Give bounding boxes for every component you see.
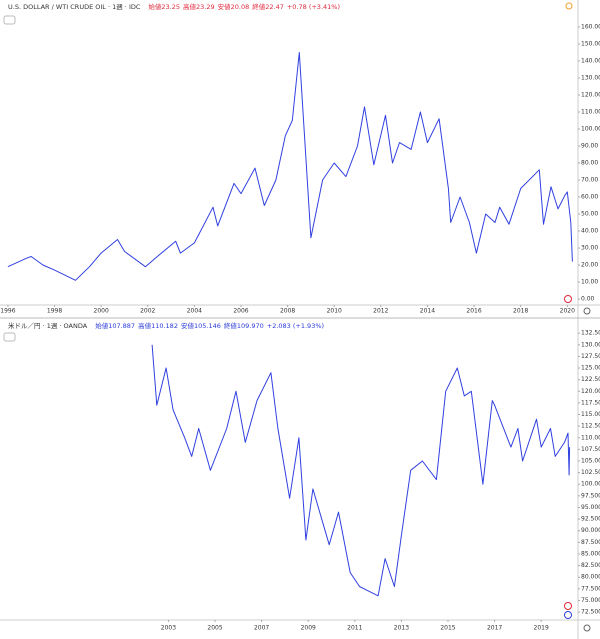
- y-tick-label: 117.500: [581, 399, 600, 406]
- change-value: +2.083 (+1.93%): [267, 322, 324, 330]
- x-tick-label: 2000: [94, 308, 109, 315]
- y-tick-label: 132.500: [581, 330, 600, 337]
- change-value: +0.78 (+3.41%): [287, 3, 340, 11]
- y-tick-label: 75.000: [581, 597, 600, 604]
- ohlc-value: 高値23.29: [183, 2, 215, 11]
- y-tick-label: 120.000: [581, 388, 600, 395]
- x-tick-label: 2012: [373, 308, 388, 315]
- y-tick-label: 102.500: [581, 469, 600, 476]
- x-tick-label: 2014: [420, 308, 435, 315]
- y-tick-label: 40.00: [581, 228, 598, 235]
- event-icon[interactable]: [564, 295, 572, 303]
- settings-icon[interactable]: [583, 307, 591, 315]
- x-tick-label: 2004: [187, 308, 202, 315]
- x-tick-label: 2015: [440, 625, 455, 632]
- y-tick-label: 92.500: [581, 516, 600, 523]
- x-tick-label: 2013: [394, 625, 409, 632]
- ohlc-value: 始値107.887: [95, 321, 135, 330]
- collapse-button[interactable]: [3, 15, 16, 25]
- y-tick-label: 160.00: [581, 24, 600, 31]
- x-tick-label: 2002: [140, 308, 155, 315]
- y-tick-label: 80.000: [581, 574, 600, 581]
- y-tick-label: 107.500: [581, 446, 600, 453]
- settings-icon[interactable]: [583, 624, 591, 632]
- y-tick-label: 90.00: [581, 143, 598, 150]
- ohlc-value: 始値23.25: [148, 2, 180, 11]
- ohlc-value: 高値110.182: [138, 321, 178, 330]
- y-tick-label: 72.500: [581, 609, 600, 616]
- ohlc-value: 安値105.146: [181, 321, 221, 330]
- event-icon[interactable]: [564, 611, 572, 619]
- y-tick-label: 150.00: [581, 41, 600, 48]
- y-tick-label: 130.00: [581, 75, 600, 82]
- x-tick-label: 2005: [207, 625, 222, 632]
- y-tick-label: 100.00: [581, 126, 600, 133]
- y-tick-label: 60.00: [581, 194, 598, 201]
- y-tick-label: 125.000: [581, 365, 600, 372]
- y-tick-label: 87.500: [581, 539, 600, 546]
- x-tick-label: 2011: [347, 625, 362, 632]
- x-tick-label: 2018: [513, 308, 528, 315]
- y-tick-label: 20.00: [581, 262, 598, 269]
- y-tick-label: 97.500: [581, 492, 600, 499]
- y-tick-label: 100.000: [581, 481, 600, 488]
- chart-title: U.S. DOLLAR / WTI CRUDE OIL · 1週 · IDC: [8, 2, 141, 11]
- event-icon[interactable]: [564, 602, 572, 610]
- y-tick-label: 110.00: [581, 109, 600, 116]
- x-tick-label: 2019: [534, 625, 549, 632]
- y-tick-label: 90.000: [581, 527, 600, 534]
- y-tick-label: 10.00: [581, 279, 598, 286]
- x-tick-label: 2006: [233, 308, 248, 315]
- collapse-button[interactable]: [3, 332, 16, 342]
- y-tick-label: 82.500: [581, 562, 600, 569]
- y-tick-label: 122.500: [581, 376, 600, 383]
- ohlc-value: 終値22.47: [252, 2, 284, 11]
- y-tick-label: 115.000: [581, 411, 600, 418]
- x-tick-label: 2003: [161, 625, 176, 632]
- x-tick-label: 2007: [254, 625, 269, 632]
- x-tick-label: 2017: [487, 625, 502, 632]
- chart-title: 米ドル／円 · 1週 · OANDA: [8, 321, 88, 330]
- y-tick-label: 110.000: [581, 434, 600, 441]
- x-tick-label: 2009: [301, 625, 316, 632]
- y-tick-label: 30.00: [581, 245, 598, 252]
- y-tick-label: 80.00: [581, 160, 598, 167]
- price-line: [7, 52, 573, 281]
- y-tick-label: 120.00: [581, 92, 600, 99]
- y-tick-label: 140.00: [581, 58, 600, 65]
- y-tick-label: 130.000: [581, 341, 600, 348]
- x-tick-label: 2020: [560, 308, 575, 315]
- y-tick-label: 105.000: [581, 458, 600, 465]
- y-tick-label: 85.000: [581, 550, 600, 557]
- x-tick-label: 1998: [47, 308, 62, 315]
- x-tick-label: 2010: [327, 308, 342, 315]
- x-tick-label: 1996: [0, 308, 15, 315]
- ohlc-value: 安値20.08: [218, 2, 250, 11]
- y-tick-label: 77.500: [581, 585, 600, 592]
- price-line: [151, 344, 571, 597]
- y-tick-label: 0.00: [581, 296, 595, 303]
- x-tick-label: 2008: [280, 308, 295, 315]
- y-tick-label: 95.000: [581, 504, 600, 511]
- y-tick-label: 112.500: [581, 423, 600, 430]
- alert-icon[interactable]: [565, 2, 573, 10]
- y-tick-label: 50.00: [581, 211, 598, 218]
- ohlc-value: 終値109.970: [224, 321, 264, 330]
- x-tick-label: 2016: [466, 308, 481, 315]
- y-tick-label: 127.500: [581, 353, 600, 360]
- y-tick-label: 70.00: [581, 177, 598, 184]
